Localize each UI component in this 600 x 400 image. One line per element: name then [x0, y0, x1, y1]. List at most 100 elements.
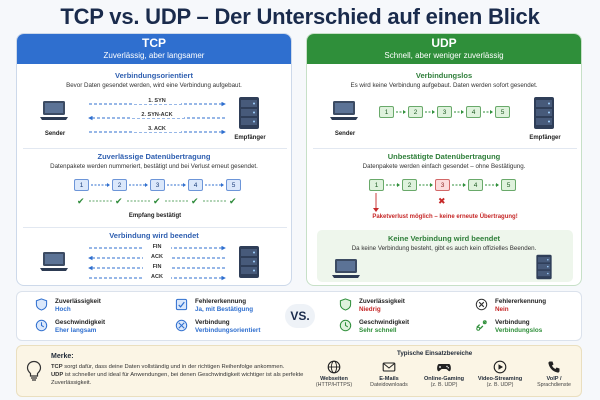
packet: 3 [150, 179, 165, 191]
packet: 1 [379, 106, 394, 118]
cmp-label: Zuverlässigkeit [55, 298, 101, 305]
packet: 4 [466, 106, 481, 118]
play-icon [493, 360, 507, 374]
mail-icon [382, 362, 396, 372]
check-icon: ✔ [77, 196, 85, 206]
cmp-value: Verbindungslos [495, 327, 543, 334]
clock-icon [339, 319, 352, 332]
arrow-head [403, 110, 406, 114]
udp-panel: UDP Schnell, aber weniger zuverlässig Ve… [306, 33, 582, 286]
cmp-value: Hoch [55, 306, 71, 313]
cmp-label: Fehlererkennung [195, 298, 247, 305]
sender-laptop-icon [331, 258, 361, 280]
udp-teardown-box [317, 230, 573, 282]
clock-icon [35, 319, 48, 332]
divider [313, 148, 577, 149]
phone-icon [548, 361, 560, 373]
cmp-value: Sehr schnell [359, 327, 397, 334]
use-case-sub: (z. B. UDP) [486, 382, 514, 388]
divider [23, 148, 287, 149]
notes-line1: sorgt dafür, dass deine Daten vollständi… [62, 364, 285, 370]
lightbulb-icon [26, 360, 42, 381]
tcp-header: TCP Zuverlässig, aber langsamer [17, 34, 291, 64]
notes-line2: ist schneller und ideal für Anwendungen,… [51, 372, 304, 386]
packet: 2 [402, 179, 417, 191]
tcp-teardown-title: Verbindung wird beendet [109, 231, 199, 240]
arrow-head [373, 208, 379, 212]
arrow-head [145, 183, 148, 187]
notes-tcp-bold: TCP [51, 364, 63, 370]
arrow-head [397, 183, 400, 187]
tcp-receiver-label: Empfänger [234, 135, 266, 141]
cmp-label: Verbindung [195, 319, 230, 326]
handshake-arrows [88, 101, 226, 135]
use-case-sub: Dateidownloads [370, 382, 408, 388]
notes-panel: Merke: TCP sorgt dafür, dass deine Daten… [16, 345, 582, 397]
udp-transfer-title: Unbestätigte Datenübertragung [387, 152, 501, 161]
shield-icon [35, 298, 48, 311]
shield-icon [339, 298, 352, 311]
packet: 5 [226, 179, 241, 191]
check-icon: ✔ [115, 196, 123, 206]
use-case-label: VoIP / [546, 376, 562, 382]
udp-receiver-label: Empfänger [529, 135, 561, 141]
cmp-value: Eher langsam [55, 327, 97, 334]
lost-packet: 3 [435, 179, 450, 191]
notes-udp-bold: UDP [51, 372, 64, 378]
packet: 4 [468, 179, 483, 191]
use-case-label: Video-Streaming [477, 376, 523, 382]
tcp-subtitle: Zuverlässig, aber langsamer [103, 51, 205, 60]
tcp-packet-arrows [89, 183, 227, 202]
packet: 2 [112, 179, 127, 191]
arrow-head [463, 183, 466, 187]
notes-title: Merke: [51, 353, 74, 360]
teardown-step-ack: ACK [143, 274, 171, 280]
divider [23, 227, 287, 228]
check-icon: ✔ [191, 196, 199, 206]
arrow-head [461, 110, 464, 114]
gamepad-icon [437, 364, 451, 372]
cmp-value: Nein [495, 306, 509, 313]
teardown-step-fin: FIN [143, 264, 171, 270]
packet: 3 [437, 106, 452, 118]
arrow-head [183, 183, 186, 187]
use-case-label: Webseiten [320, 376, 348, 382]
receiver-server-icon [238, 245, 260, 279]
arrow-head [432, 110, 435, 114]
udp-header: UDP Schnell, aber weniger zuverlässig [307, 34, 581, 64]
receiver-server-icon [535, 254, 553, 280]
cmp-value: Ja, mit Bestätigung [195, 306, 254, 313]
use-case-gaming: Online-Gaming (z. B. UDP) [417, 360, 471, 388]
packet: 1 [74, 179, 89, 191]
udp-transfer-desc: Datenpakete werden einfach gesendet – oh… [362, 163, 526, 170]
comparison-panel: Zuverlässigkeit Hoch Fehlererkennung Ja,… [16, 291, 582, 341]
cmp-label: Geschwindigkeit [359, 319, 410, 326]
handshake-step-syn: 1. SYN [133, 98, 181, 104]
packet: 5 [501, 179, 516, 191]
udp-packet-arrows [396, 110, 493, 114]
cmp-label: Fehlererkennung [495, 298, 547, 305]
arrow-head [490, 110, 493, 114]
check-icon: ✔ [229, 196, 237, 206]
tcp-handshake-desc: Bevor Daten gesendet werden, wird eine V… [66, 82, 242, 89]
sender-laptop-icon [39, 251, 69, 273]
use-case-streaming: Video-Streaming (z. B. UDP) [473, 360, 527, 388]
cmp-label: Zuverlässigkeit [359, 298, 405, 305]
arrow-head [107, 183, 110, 187]
use-case-sub: Sprachdienste [537, 382, 571, 388]
handshake-step-synack: 2. SYN-ACK [130, 112, 184, 118]
notes-body: TCP sorgt dafür, dass deine Daten vollst… [51, 363, 321, 387]
check-icon: ✔ [153, 196, 161, 206]
cmp-label: Geschwindigkeit [55, 319, 106, 326]
cmp-value: Niedrig [359, 306, 381, 313]
use-cases-title: Typische Einsatzbereiche [397, 350, 473, 357]
packet-loss-note: Paketverlust möglich – keine erneute Übe… [372, 214, 518, 220]
connection-icon [175, 319, 188, 332]
tcp-panel: TCP Zuverlässig, aber langsamer Verbindu… [16, 33, 292, 286]
teardown-step-ack: ACK [143, 254, 171, 260]
tcp-handshake-title: Verbindungsorientiert [115, 71, 193, 80]
use-case-sub: (z. B. UDP) [430, 382, 458, 388]
cmp-label: Verbindung [495, 319, 530, 326]
x-icon: ✖ [438, 196, 446, 206]
udp-subtitle: Schnell, aber weniger zuverlässig [384, 51, 504, 60]
